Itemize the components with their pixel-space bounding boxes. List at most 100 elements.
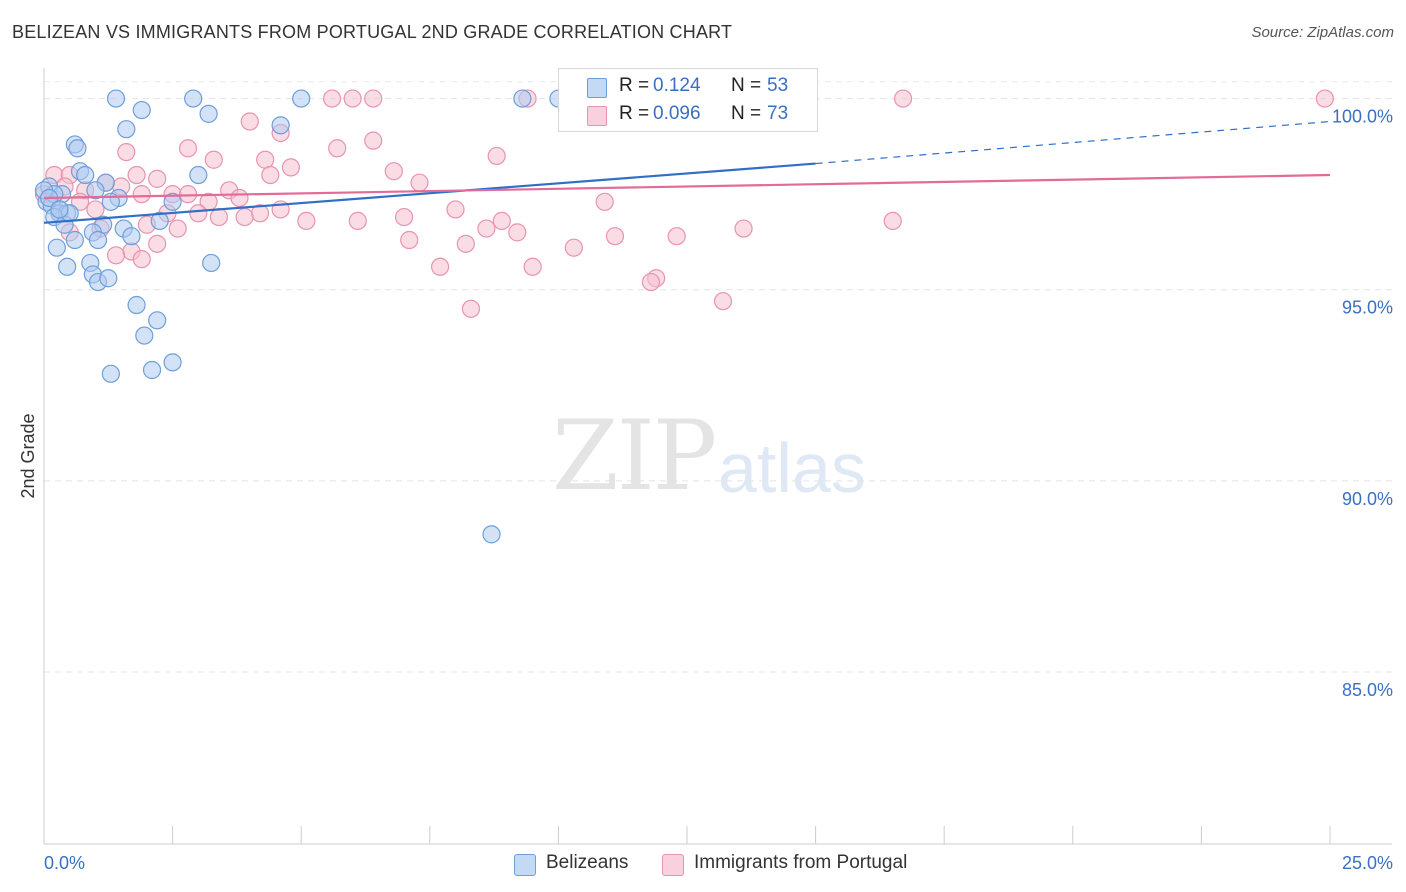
portugal-point bbox=[446, 200, 465, 219]
belizean-point bbox=[65, 230, 84, 250]
belizean-point bbox=[101, 364, 120, 383]
belizean-point bbox=[150, 211, 169, 231]
portugal-point bbox=[86, 200, 105, 219]
portugal-point bbox=[492, 211, 511, 231]
legend-r-label: R = bbox=[619, 75, 650, 96]
belizean-trend-extension bbox=[815, 120, 1331, 165]
portugal-point bbox=[410, 173, 429, 192]
belizean-point bbox=[202, 253, 221, 273]
belizean-point bbox=[292, 89, 311, 108]
legend-swatch-blue bbox=[587, 78, 607, 98]
legend-row-belizeans: R = 0.124 N = 53 bbox=[559, 72, 817, 100]
belizean-point bbox=[58, 257, 77, 276]
y-tick-label: 100.0% bbox=[1332, 107, 1393, 127]
portugal-point bbox=[322, 89, 342, 108]
portugal-point bbox=[461, 299, 481, 318]
portugal-point bbox=[893, 89, 913, 108]
portugal-point bbox=[209, 207, 228, 227]
belizean-point bbox=[189, 165, 208, 185]
portugal-point bbox=[400, 230, 419, 250]
portugal-point bbox=[456, 234, 475, 253]
belizean-point bbox=[50, 200, 69, 219]
y-axis-label: 2nd Grade bbox=[18, 413, 38, 498]
chart-source: Source: ZipAtlas.com bbox=[1251, 24, 1394, 41]
legend-r-value: 0.096 bbox=[653, 103, 701, 124]
portugal-point bbox=[595, 192, 614, 211]
belizean-point bbox=[142, 360, 162, 380]
y-tick-label: 85.0% bbox=[1342, 680, 1393, 700]
portugal-point bbox=[168, 219, 187, 238]
portugal-point bbox=[564, 238, 583, 257]
legend-r-label: R = bbox=[619, 103, 650, 124]
belizean-point bbox=[135, 326, 154, 345]
bottom-legend-label: Immigrants from Portugal bbox=[694, 852, 908, 873]
belizean-point bbox=[184, 89, 203, 108]
belizean-point bbox=[271, 116, 290, 135]
portugal-point bbox=[523, 257, 542, 276]
belizean-point bbox=[106, 89, 126, 108]
belizean-point bbox=[132, 100, 151, 120]
portugal-point bbox=[240, 112, 259, 131]
portugal-point bbox=[148, 234, 167, 253]
portugal-point bbox=[148, 169, 167, 188]
legend-n-value: 53 bbox=[767, 75, 789, 96]
portugal-point bbox=[132, 185, 151, 204]
belizean-point bbox=[148, 311, 167, 330]
x-tick-label: 0.0% bbox=[44, 853, 85, 873]
legend-r-value: 0.124 bbox=[653, 75, 701, 96]
portugal-point bbox=[106, 246, 126, 265]
portugal-point bbox=[117, 142, 136, 162]
watermark-zip: ZIP bbox=[552, 400, 717, 512]
portugal-point bbox=[667, 227, 686, 246]
bottom-legend-swatch-pink bbox=[662, 854, 684, 876]
legend-n-label: N = bbox=[731, 75, 762, 96]
chart-title: BELIZEAN VS IMMIGRANTS FROM PORTUGAL 2ND… bbox=[12, 22, 733, 42]
belizean-trend-line bbox=[43, 162, 816, 224]
portugal-point bbox=[641, 272, 661, 292]
belizean-point bbox=[47, 238, 66, 257]
portugal-point bbox=[364, 131, 383, 150]
portugal-point bbox=[178, 185, 198, 204]
portugal-point bbox=[713, 292, 733, 311]
portugal-point bbox=[127, 165, 146, 185]
belizean-point bbox=[99, 269, 118, 288]
legend-n-label: N = bbox=[731, 103, 762, 124]
bottom-legend-label: Belizeans bbox=[546, 852, 629, 873]
portugal-point bbox=[477, 219, 496, 238]
belizean-point bbox=[88, 230, 108, 250]
belizean-point bbox=[76, 165, 95, 185]
belizean-point bbox=[127, 295, 146, 315]
portugal-point bbox=[328, 139, 347, 158]
legend-row-portugal: R = 0.096 N = 73 bbox=[559, 100, 817, 128]
belizean-point bbox=[163, 192, 182, 211]
portugal-point bbox=[394, 207, 414, 227]
belizean-point bbox=[199, 104, 218, 123]
legend-swatch-pink bbox=[587, 106, 607, 126]
portugal-point bbox=[364, 89, 383, 108]
portugal-point bbox=[261, 165, 280, 185]
portugal-point bbox=[230, 188, 249, 208]
portugal-point bbox=[189, 204, 208, 223]
portugal-point bbox=[734, 219, 753, 238]
portugal-point bbox=[1315, 89, 1334, 108]
portugal-point bbox=[178, 139, 198, 158]
portugal-point bbox=[204, 150, 223, 169]
portugal-point bbox=[132, 250, 151, 269]
portugal-point bbox=[343, 89, 362, 108]
belizean-point bbox=[122, 227, 141, 246]
y-tick-label: 90.0% bbox=[1342, 489, 1393, 509]
belizean-point bbox=[513, 89, 532, 108]
portugal-trend-line bbox=[43, 173, 1331, 200]
portugal-point bbox=[430, 257, 450, 276]
legend-n-value: 73 bbox=[767, 103, 789, 124]
portugal-point bbox=[605, 227, 625, 246]
y-tick-label: 95.0% bbox=[1342, 298, 1393, 318]
belizean-point bbox=[163, 353, 182, 372]
watermark-atlas: atlas bbox=[718, 429, 866, 507]
bottom-legend-swatch-blue bbox=[514, 854, 536, 876]
portugal-point bbox=[883, 211, 902, 231]
portugal-point bbox=[508, 223, 527, 242]
portugal-point bbox=[384, 162, 403, 181]
portugal-point bbox=[256, 150, 275, 169]
portugal-point bbox=[348, 211, 367, 231]
